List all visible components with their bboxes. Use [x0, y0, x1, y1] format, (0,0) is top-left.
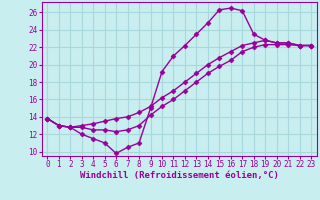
X-axis label: Windchill (Refroidissement éolien,°C): Windchill (Refroidissement éolien,°C): [80, 171, 279, 180]
